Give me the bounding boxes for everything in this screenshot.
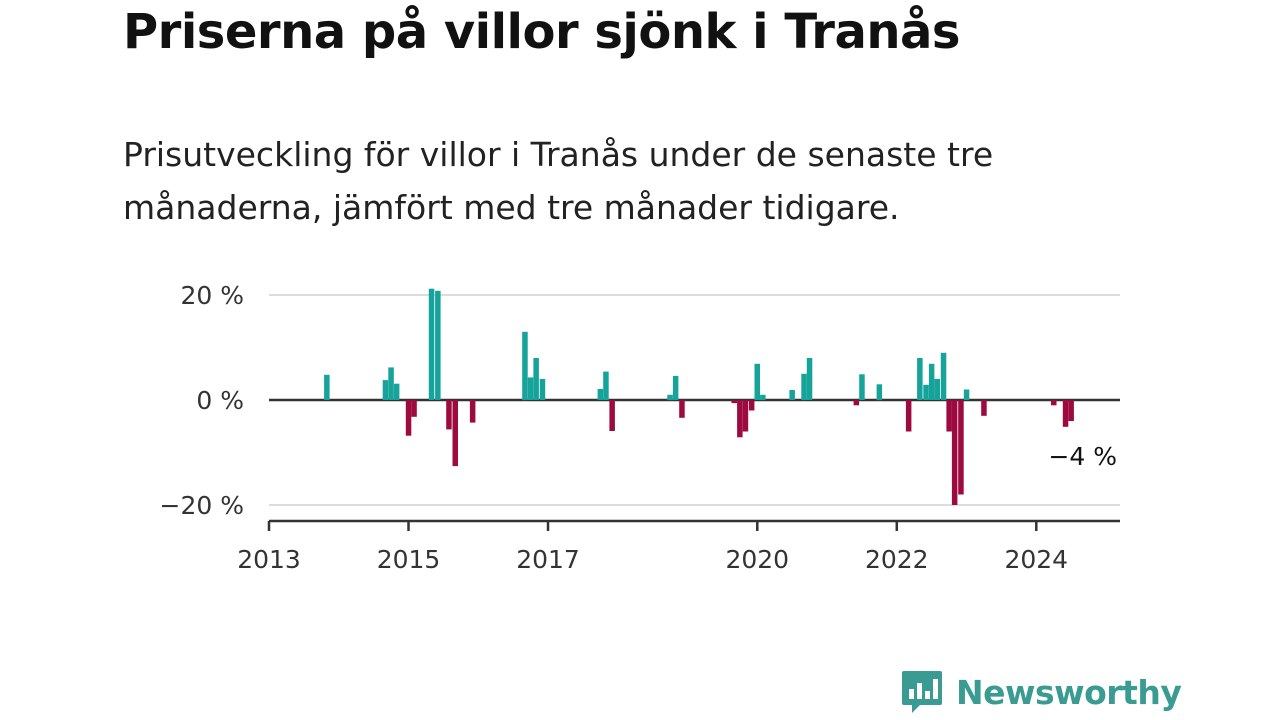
bar-positive [917,358,923,400]
y-tick-label: 20 % [180,281,244,310]
bar-positive [428,288,435,400]
x-tick-label: 2015 [377,545,441,574]
bar-negative [679,400,685,418]
bar-positive [859,374,865,400]
bar-negative [411,400,417,417]
bar-positive [533,358,539,400]
bar-positive [667,394,673,401]
bar-negative [405,400,412,436]
y-tick-label: −20 % [160,491,244,520]
bar-positive [876,384,883,401]
bar-negative [1051,400,1057,406]
bar-positive [388,367,394,400]
brand-name: Newsworthy [956,672,1182,712]
x-tick-label: 2020 [725,545,789,574]
bar-positive [963,389,970,400]
bar-negative [748,400,755,411]
bar-positive [435,290,441,400]
chart-subtitle: Prisutveckling för villor i Tranås under… [123,135,994,227]
bar-positive [923,384,929,400]
bar-positive [754,363,760,400]
bar-negative [1062,400,1069,427]
bar-positive [597,389,604,400]
bar-negative [742,400,749,432]
bar-positive [393,383,400,400]
bar-positive [801,373,807,401]
bar-positive [672,375,679,400]
bar-positive [527,377,534,400]
bar-positive [806,358,813,400]
bar-negative [981,400,987,416]
bars [324,288,1074,505]
tick-labels: 20 % 0 % −20 % 2013 2015 2017 2020 2022 2024 −4 % [160,281,1118,574]
bar-negative [446,400,452,430]
bar-positive [539,379,546,400]
bar-negative [731,400,737,404]
bar-positive [789,390,795,400]
bar-positive [522,331,528,401]
latest-value-annotation: −4 % [1048,442,1117,471]
bar-positive [928,363,935,400]
bar-negative [737,400,743,438]
bar-chart-speech-bubble-icon [902,671,942,713]
bar-positive [382,380,389,400]
bar-negative [1068,400,1074,421]
y-tick-label: 0 % [196,386,244,415]
bar-negative [452,400,458,467]
x-tick-label: 2017 [516,545,580,574]
bar-negative [609,400,615,431]
bar-positive [760,394,766,401]
chart-title: Priserna på villor sjönk i Tranås [123,4,960,60]
bar-negative [946,400,952,432]
bar-negative [958,400,964,495]
x-tick-label: 2022 [865,545,929,574]
bar-positive [934,379,940,400]
bar-negative [853,400,860,406]
bar-positive [603,371,609,400]
bar-positive [940,352,947,401]
bar-negative [905,400,912,432]
x-axis [267,519,1120,531]
brand: Newsworthy [900,670,1182,714]
bar-negative [469,400,476,423]
x-tick-label: 2024 [1004,545,1068,574]
bar-positive [324,374,330,400]
bar-negative [951,400,958,505]
x-tick-label: 2013 [237,545,301,574]
